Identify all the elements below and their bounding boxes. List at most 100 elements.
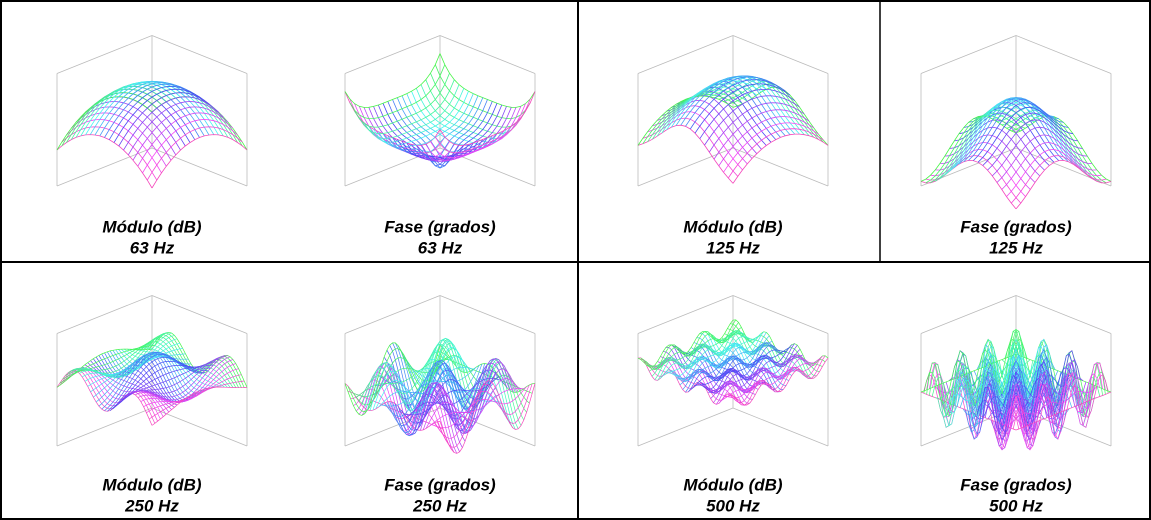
mesh-line <box>387 97 484 163</box>
mesh-line <box>654 330 750 380</box>
axis-box <box>56 407 153 447</box>
mesh-line <box>406 377 502 419</box>
mesh-line <box>89 80 186 135</box>
mesh-line <box>350 351 446 406</box>
frequency: 63 Hz <box>130 238 175 257</box>
mesh-line <box>730 323 826 365</box>
mesh-line <box>996 134 1093 183</box>
mesh-line <box>984 359 1081 434</box>
mesh-line <box>434 98 531 154</box>
mesh-line <box>415 107 512 162</box>
mesh-line <box>375 356 471 410</box>
mesh-line <box>417 358 513 434</box>
mesh-line <box>137 112 234 167</box>
mesh-line <box>944 103 1040 176</box>
mesh-line <box>439 91 536 146</box>
mesh-line <box>968 349 1064 440</box>
mesh-line <box>713 354 809 403</box>
mesh-line <box>1007 362 1103 449</box>
mesh-line <box>80 82 177 137</box>
frequency: 500 Hz <box>706 496 760 515</box>
mesh-line <box>685 76 781 127</box>
mesh-line <box>930 112 1026 184</box>
axis-box <box>439 35 536 74</box>
mesh-line <box>732 357 829 406</box>
mesh-line <box>973 102 1069 161</box>
axis-box <box>637 407 734 447</box>
mesh-line <box>434 384 530 439</box>
mesh-line <box>718 358 815 404</box>
mesh-line <box>723 122 819 173</box>
surface-plot <box>344 295 536 454</box>
mesh-line <box>355 359 452 398</box>
mesh-line <box>943 342 1039 427</box>
mesh-line <box>992 126 1088 177</box>
mesh-line <box>704 95 800 146</box>
caption: Módulo (dB) <box>102 217 201 236</box>
mesh-line <box>149 380 245 420</box>
mesh-line <box>439 380 536 454</box>
mesh-line <box>718 116 815 167</box>
axis-box <box>920 35 1017 74</box>
mesh-line <box>358 351 455 402</box>
mesh-line <box>107 354 203 412</box>
mesh-line <box>732 133 829 184</box>
frequency: 500 Hz <box>989 496 1043 515</box>
mesh-line <box>721 361 817 401</box>
axis-box <box>637 295 734 334</box>
caption: Fase (grados) <box>384 475 496 494</box>
mesh-line <box>657 331 753 381</box>
mesh-line <box>84 342 180 382</box>
mesh-line <box>146 374 242 413</box>
axis-box <box>637 147 734 187</box>
mesh-line <box>647 111 743 171</box>
mesh-line <box>436 383 533 448</box>
mesh-line <box>968 98 1064 161</box>
mesh-line <box>1010 362 1106 451</box>
mesh-line <box>81 338 178 378</box>
mesh-line <box>949 100 1045 172</box>
axis-box <box>344 35 441 74</box>
mesh-line <box>935 109 1031 182</box>
caption: Módulo (dB) <box>683 217 782 236</box>
mesh-line <box>411 106 507 161</box>
surface-plot <box>920 295 1112 451</box>
mesh-line <box>682 342 778 390</box>
mesh-line <box>367 337 463 414</box>
mesh-line <box>56 369 153 426</box>
mesh-line <box>661 83 758 134</box>
mesh-line <box>75 106 172 161</box>
surface-plot <box>344 35 536 187</box>
mesh-line <box>344 53 441 108</box>
mesh-line <box>396 97 493 163</box>
mesh-line <box>640 319 737 370</box>
mesh-line <box>666 90 762 150</box>
mesh-line <box>637 124 734 184</box>
axis-box <box>439 147 536 187</box>
mesh-line <box>406 93 503 148</box>
mesh-line <box>732 319 829 367</box>
mesh-line <box>965 354 1062 433</box>
mesh-line <box>61 92 158 147</box>
caption: Módulo (dB) <box>102 475 201 494</box>
mesh-line <box>637 319 734 368</box>
caption: Fase (grados) <box>960 475 1072 494</box>
mesh-line <box>970 356 1067 435</box>
mesh-line <box>142 119 238 174</box>
frequency: 63 Hz <box>418 238 463 257</box>
mesh-line <box>146 126 243 181</box>
mesh-line <box>127 101 224 156</box>
mesh-line <box>642 117 739 177</box>
mesh-line <box>377 93 474 148</box>
mesh-line <box>982 112 1078 166</box>
mesh-line <box>151 96 248 151</box>
mesh-line <box>954 98 1050 168</box>
surface-plot <box>637 35 829 187</box>
mesh-line <box>349 64 446 120</box>
caption: Módulo (dB) <box>683 475 782 494</box>
mesh-line <box>660 335 756 379</box>
mesh-line <box>1015 391 1112 431</box>
mesh-line <box>75 83 172 138</box>
axis-box <box>344 147 441 187</box>
